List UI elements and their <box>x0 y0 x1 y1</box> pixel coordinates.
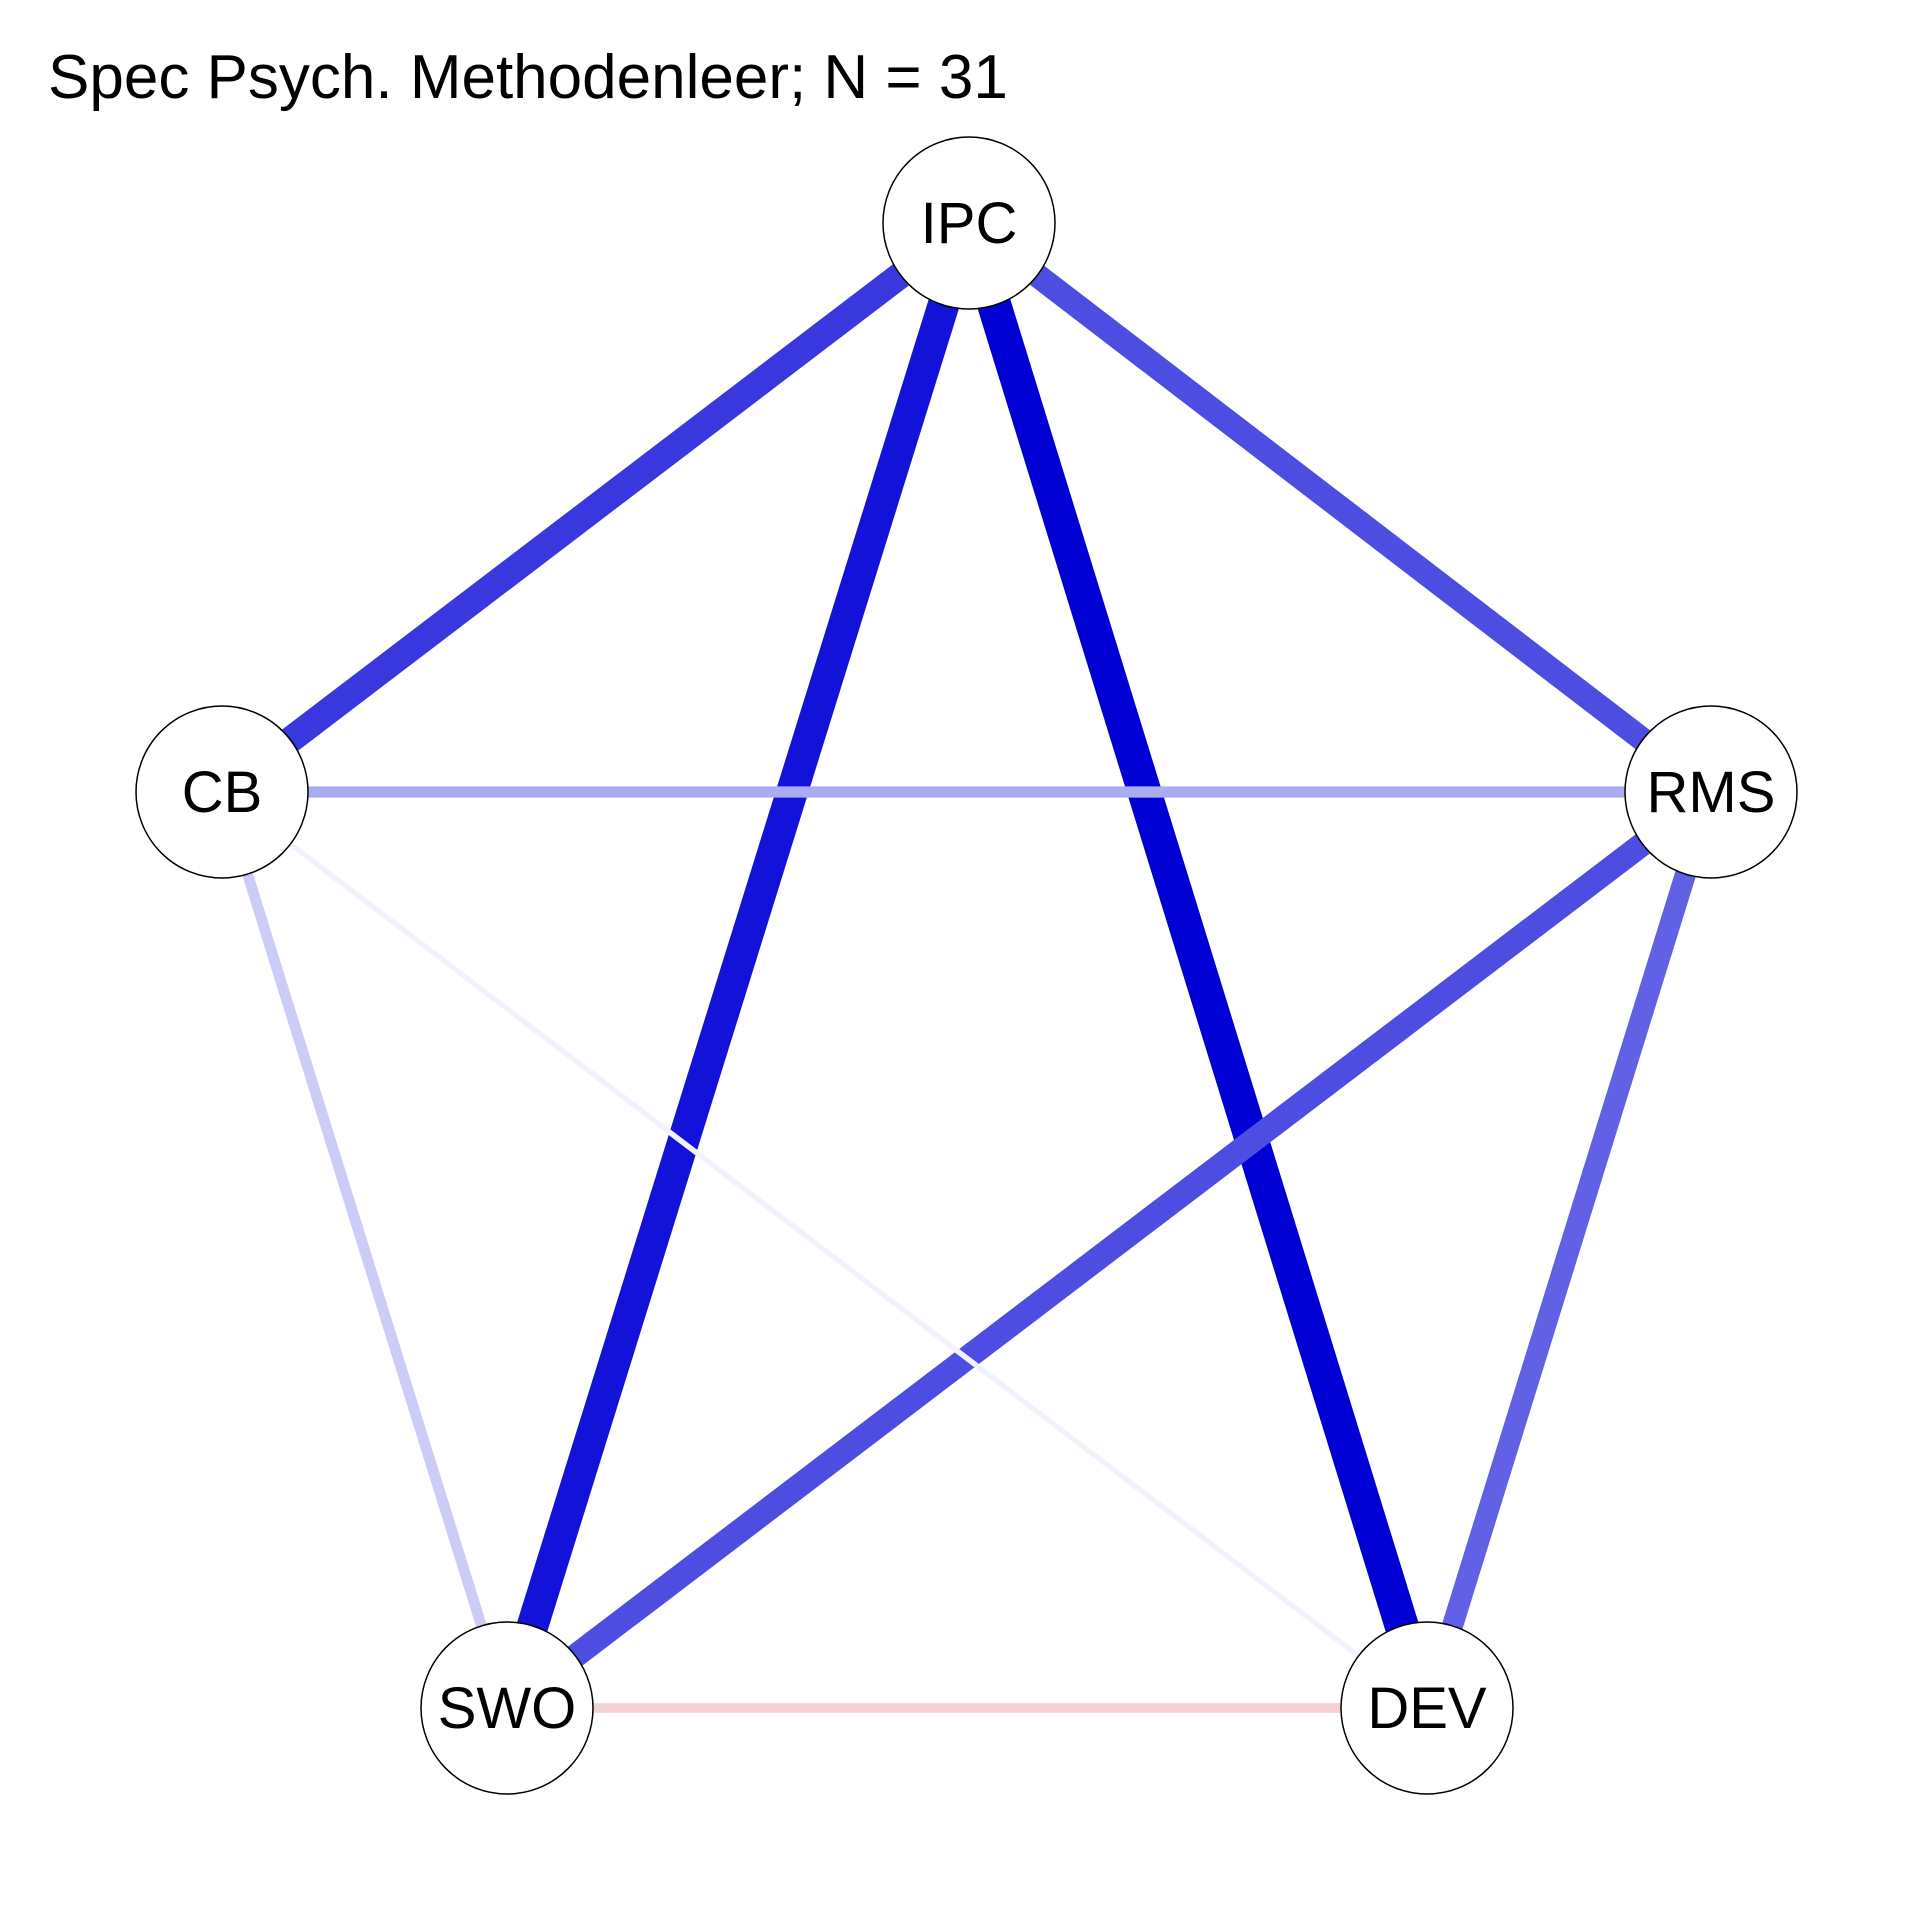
edge-ipc-cb <box>287 273 904 743</box>
nodes-layer: IPC RMS DEV SWO CB <box>136 137 1797 1794</box>
graph-title: Spec Psych. Methodenleer; N = 31 <box>48 43 1008 112</box>
node-label: CB <box>182 760 263 825</box>
node-label: DEV <box>1367 1676 1487 1741</box>
edge-rms-dev <box>1451 870 1686 1629</box>
edge-cb-swo <box>246 870 482 1629</box>
node-ipc: IPC <box>883 137 1055 309</box>
node-dev: DEV <box>1341 1622 1513 1794</box>
node-label: IPC <box>921 191 1018 256</box>
node-cb: CB <box>136 706 308 878</box>
node-label: RMS <box>1647 760 1776 825</box>
edges-layer <box>246 273 1686 1708</box>
node-rms: RMS <box>1625 706 1797 878</box>
node-swo: SWO <box>421 1622 593 1794</box>
edge-ipc-rms <box>1034 273 1646 742</box>
node-label: SWO <box>438 1676 577 1741</box>
